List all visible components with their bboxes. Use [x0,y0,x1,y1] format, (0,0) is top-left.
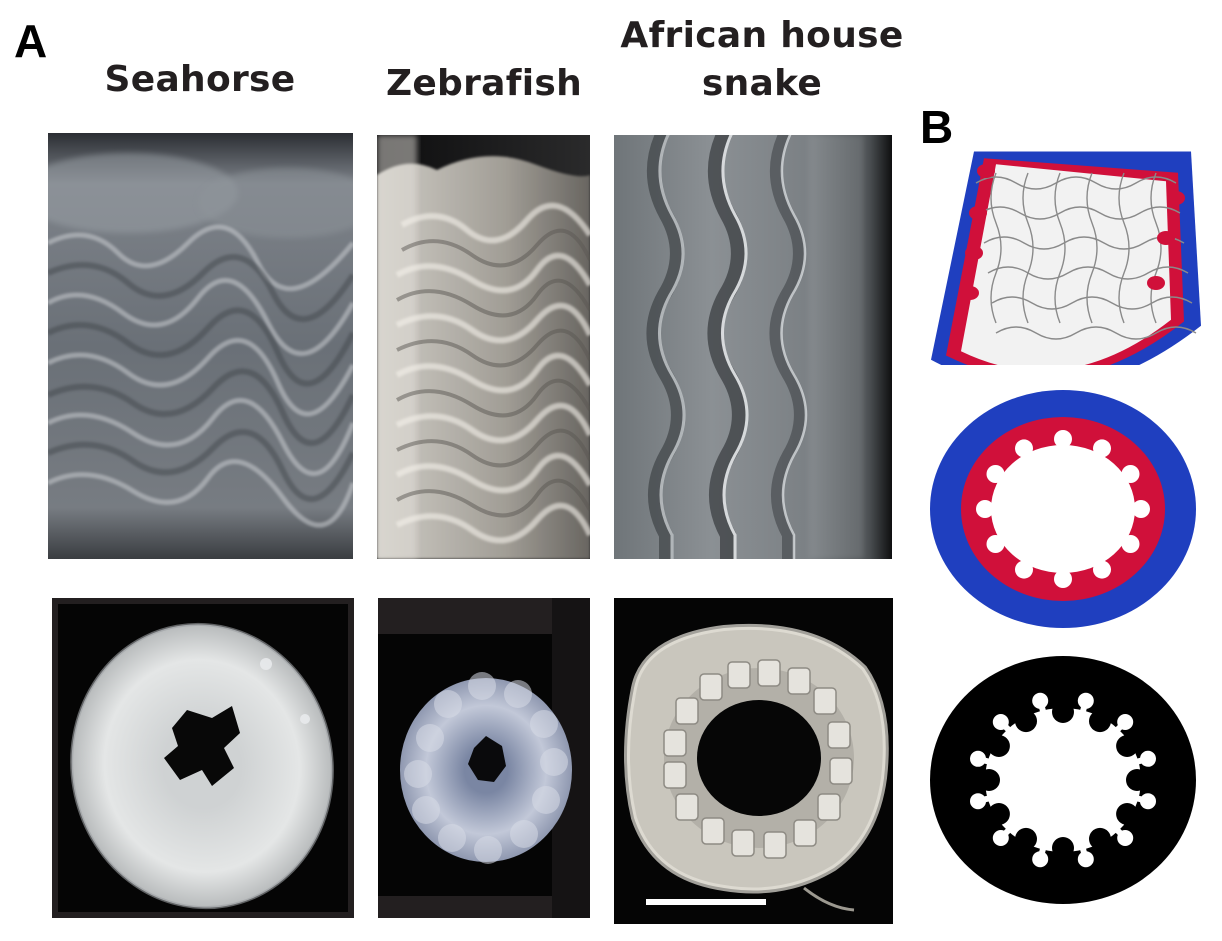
zebrafish-cross-section-photo [378,598,590,918]
fold-line [979,206,1181,220]
snake-longitudinal-photo [614,135,892,559]
fold-line [1086,172,1098,324]
lumen [976,430,1150,588]
column-title-zebrafish: Zebrafish [366,62,602,106]
fold-line [991,296,1193,310]
title-line: snake [701,63,823,104]
zebrafish-longitudinal-photo [377,135,590,559]
column-title-snake: African house snake [590,14,934,106]
fold-ridge [1015,827,1037,850]
fold-line [1022,172,1034,324]
fold-ridge [1089,827,1111,850]
fold-cap [961,286,979,300]
panel-a-label: A [14,15,48,67]
fold-line [1118,172,1130,324]
fold-line [983,236,1185,250]
seahorse-cross-section-photo [52,598,354,918]
fold-ridge [1052,837,1074,859]
fold-ridge [1015,710,1037,733]
fold-ridge [1116,735,1139,757]
title-line: Seahorse [104,59,296,100]
fold-cap [1167,191,1185,205]
title-line: African house [620,15,904,56]
lumen-region [970,692,1156,868]
seahorse-longitudinal-photo [48,133,353,559]
fold-cap [969,206,987,220]
title-line: Zebrafish [385,63,583,104]
fold-ridge [1052,701,1074,723]
snake-cross-section-photo [614,598,893,924]
fold-line [1150,172,1162,324]
fold-ridge [1116,803,1139,825]
scale-bar [646,899,766,905]
fold-line [1054,172,1066,324]
panel-b-label: B [920,101,954,153]
tube-cross-section-model [928,388,1198,630]
fold-cap [977,164,995,178]
fold-line [990,172,1002,324]
binary-cross-section-model [928,654,1198,906]
fold-cap [1147,276,1165,290]
fold-line [987,266,1189,280]
fold-ridge [1089,710,1111,733]
fold-ridge [987,803,1010,825]
fold-ridge [1126,769,1148,791]
fold-ridge [978,769,1000,791]
fold-ridge [987,735,1010,757]
column-title-seahorse: Seahorse [48,58,352,102]
fold-cap [1157,231,1175,245]
fold-line [975,176,1177,190]
fold-line [995,326,1197,340]
tube-3d-model [926,143,1201,365]
fold-cap [965,246,983,260]
